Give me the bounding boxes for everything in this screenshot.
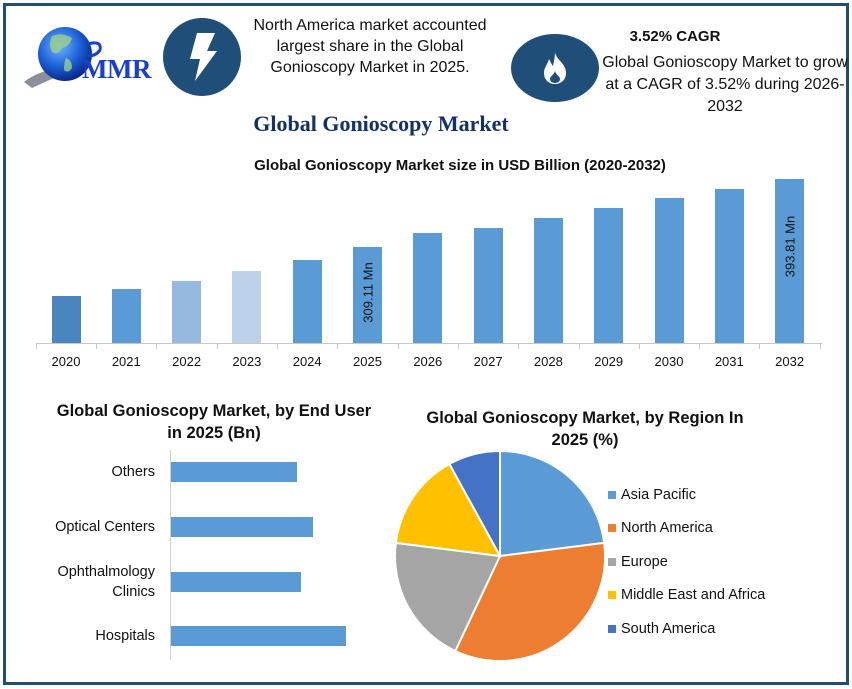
legend-item: Middle East and Africa (608, 579, 765, 613)
x-tick-label: 2027 (473, 354, 503, 369)
end-user-bar (171, 462, 297, 482)
x-tick (578, 343, 580, 349)
x-tick (35, 343, 37, 349)
x-tick-label: 2024 (292, 354, 322, 369)
x-tick (216, 343, 218, 349)
x-tick (759, 343, 761, 349)
x-tick-label: 2021 (111, 354, 141, 369)
page-title: Global Gonioscopy Market (253, 111, 509, 136)
end-user-label-ophthalmology: Ophthalmology (57, 564, 155, 580)
bar-2028 (533, 218, 563, 343)
legend-label: Middle East and Africa (621, 587, 766, 604)
x-tick-label: 2030 (654, 354, 684, 369)
bar-2026 (413, 233, 443, 343)
legend-swatch (608, 490, 616, 499)
x-tick (96, 343, 98, 349)
bar-2025 (353, 247, 382, 343)
bar-2020 (51, 296, 81, 343)
pie-slice (448, 449, 501, 557)
cagr-title: 3.52% CAGR (629, 28, 721, 45)
legend-item: South America (608, 612, 765, 646)
legend-label: Asia Pacific (621, 486, 696, 503)
legend-swatch (608, 557, 616, 566)
bar-2027 (473, 228, 503, 343)
x-tick (277, 343, 279, 349)
legend-item: North America (608, 512, 765, 546)
end-user-label-optical-centers: Optical Centers (55, 519, 155, 535)
end-user-bar (171, 517, 313, 537)
x-tick (518, 343, 520, 349)
x-tick (638, 343, 640, 349)
x-axis-line (36, 343, 822, 344)
logo-text: MMR (82, 54, 151, 84)
region-legend: Asia Pacific North America Europe Middle Ea… (608, 478, 765, 646)
bar-2029 (594, 208, 624, 343)
x-tick (457, 343, 459, 349)
pie-slice (499, 449, 606, 558)
region-callout-text: North America market accounted largest s… (253, 17, 487, 76)
lightning-bolt-icon (163, 18, 241, 96)
cagr-description: Global Gonioscopy Market to grow at a CA… (602, 54, 848, 115)
region-pie-chart (394, 449, 606, 662)
x-tick (156, 343, 158, 349)
region-chart-title: Global Gonioscopy Market, by Region In 2… (426, 409, 744, 449)
bar-2021 (111, 289, 141, 343)
end-user-label-clinics: Clinics (112, 584, 155, 600)
mmr-logo: MMR (22, 22, 162, 102)
x-tick-label: 2022 (172, 354, 202, 369)
bar-chart-title: Global Gonioscopy Market size in USD Bil… (254, 157, 666, 174)
x-tick (337, 343, 339, 349)
legend-label: North America (621, 520, 713, 537)
x-tick (819, 343, 821, 349)
x-tick (397, 343, 399, 349)
bar-2022 (172, 281, 202, 343)
x-tick-label: 2028 (533, 354, 563, 369)
x-tick-label: 2025 (353, 354, 382, 369)
x-tick-label: 2029 (594, 354, 624, 369)
legend-item: Asia Pacific (608, 478, 765, 512)
bar-2031 (714, 189, 744, 343)
bar-value-label: 309.11 Mn (360, 262, 375, 323)
bar-2032 (775, 179, 805, 343)
x-tick-label: 2023 (232, 354, 262, 369)
legend-label: South America (621, 620, 716, 637)
x-tick (699, 343, 701, 349)
market-size-bar-chart: 2020 2021 2022 2023 2024 2025 309.11 Mn 2026 202… (35, 150, 824, 380)
pie-slice (394, 462, 502, 558)
bar-value-label: 393.81 Mn (782, 215, 798, 278)
globe-icon (24, 27, 102, 88)
bar-2023 (232, 271, 262, 343)
bar-2030 (654, 198, 684, 343)
end-user-chart-title: Global Gonioscopy Market, by End User in… (56, 402, 372, 442)
legend-label: Europe (621, 553, 668, 570)
x-tick-label: 2026 (413, 354, 443, 369)
legend-swatch (608, 624, 616, 633)
end-user-bar (171, 572, 301, 592)
flame-icon (511, 34, 599, 102)
end-user-bar (171, 626, 346, 646)
pie-slice (394, 541, 502, 653)
x-tick-label: 2020 (51, 354, 81, 369)
legend-swatch (608, 524, 616, 533)
end-user-axis (170, 450, 171, 660)
x-tick-label: 2031 (714, 354, 744, 369)
legend-item: Europe (608, 545, 765, 579)
bar-2024 (292, 260, 322, 343)
legend-swatch (608, 591, 616, 600)
end-user-label-hospitals: Hospitals (95, 628, 155, 644)
end-user-label-others: Others (111, 464, 155, 480)
x-tick-label: 2032 (775, 354, 805, 369)
